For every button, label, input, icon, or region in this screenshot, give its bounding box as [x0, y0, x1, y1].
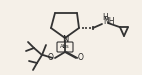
Text: O: O	[78, 53, 84, 62]
Text: O: O	[47, 53, 53, 62]
Text: N: N	[62, 34, 68, 43]
Text: H: H	[103, 13, 108, 22]
Text: Abs: Abs	[60, 44, 70, 50]
FancyBboxPatch shape	[57, 42, 73, 52]
Text: NH: NH	[103, 17, 114, 26]
